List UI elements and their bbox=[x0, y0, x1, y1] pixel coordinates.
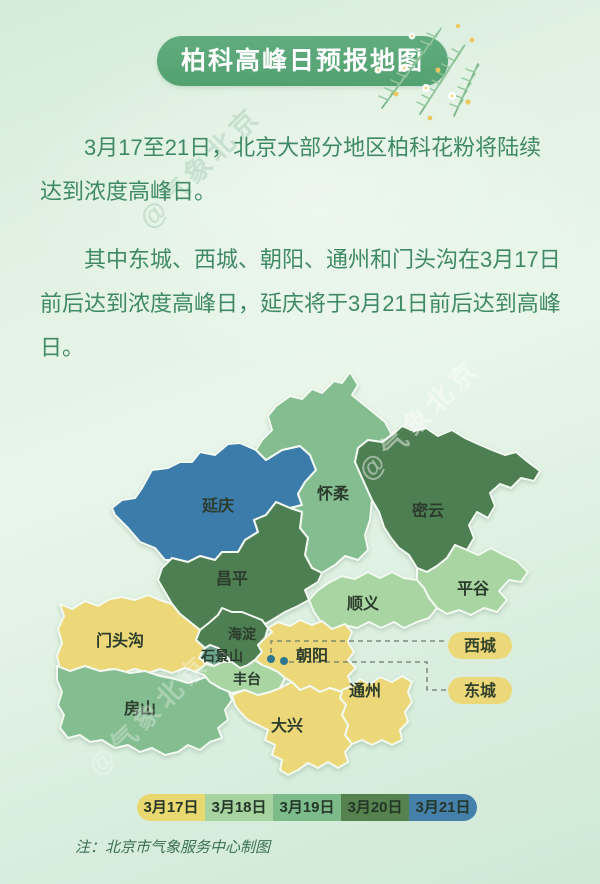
callout-line-dongcheng bbox=[289, 661, 446, 691]
callout-label-xicheng: 西城 bbox=[464, 637, 496, 655]
callout-pill-xicheng bbox=[448, 632, 512, 659]
label-changping: 昌平 bbox=[216, 570, 248, 588]
marker-dongcheng bbox=[280, 657, 288, 665]
legend-item-mar18: 3月18日 bbox=[205, 794, 273, 821]
intro-paragraph-1: 3月17至21日，北京大部分地区柏科花粉将陆续达到浓度高峰日。 bbox=[40, 135, 542, 204]
callout-pill-dongcheng bbox=[448, 677, 512, 704]
date-legend: 3月17日 3月18日 3月19日 3月20日 3月21日 bbox=[137, 794, 477, 821]
label-huairou: 怀柔 bbox=[317, 484, 350, 503]
label-chaoyang: 朝阳 bbox=[296, 646, 328, 665]
legend-item-mar19: 3月19日 bbox=[273, 794, 341, 821]
legend-item-mar21: 3月21日 bbox=[409, 794, 477, 821]
label-mentougou: 门头沟 bbox=[96, 631, 144, 650]
district-daxing bbox=[231, 681, 353, 776]
district-fengtai bbox=[195, 659, 286, 696]
label-yanqing: 延庆 bbox=[201, 496, 234, 515]
label-miyun: 密云 bbox=[411, 501, 444, 520]
district-miyun bbox=[354, 425, 541, 573]
marker-xicheng bbox=[267, 655, 275, 663]
label-haidian: 海淀 bbox=[228, 626, 257, 642]
flower-dots bbox=[374, 23, 475, 121]
label-fengtai: 丰台 bbox=[233, 671, 261, 687]
callout-label-dongcheng: 东城 bbox=[464, 681, 496, 700]
district-fangshan bbox=[56, 665, 233, 756]
label-daxing: 大兴 bbox=[271, 716, 303, 735]
label-fangshan: 房山 bbox=[124, 699, 156, 718]
plant-branch-decoration bbox=[374, 23, 480, 121]
intro-paragraph-2: 其中东城、西城、朝阳、通州和门头沟在3月17日前后达到浓度高峰日，延庆将于3月2… bbox=[40, 247, 561, 360]
legend-item-mar17: 3月17日 bbox=[137, 794, 205, 821]
label-tongzhou: 通州 bbox=[349, 682, 381, 700]
label-shunyi: 顺义 bbox=[347, 594, 379, 613]
beijing-district-map: 西城 东城 延庆 怀柔 密云 平谷 顺义 昌平 门头沟 房山 海淀 石景山 丰台… bbox=[56, 355, 541, 781]
legend-item-mar20: 3月20日 bbox=[341, 794, 409, 821]
source-note: 注：北京市气象服务中心制图 bbox=[75, 839, 271, 856]
callout-line-xicheng bbox=[270, 640, 446, 653]
label-pinggu: 平谷 bbox=[457, 580, 490, 598]
page-title: 柏科高峰日预报地图 bbox=[157, 36, 448, 86]
district-shijingshan bbox=[198, 644, 226, 667]
label-shijingshan: 石景山 bbox=[200, 648, 243, 664]
